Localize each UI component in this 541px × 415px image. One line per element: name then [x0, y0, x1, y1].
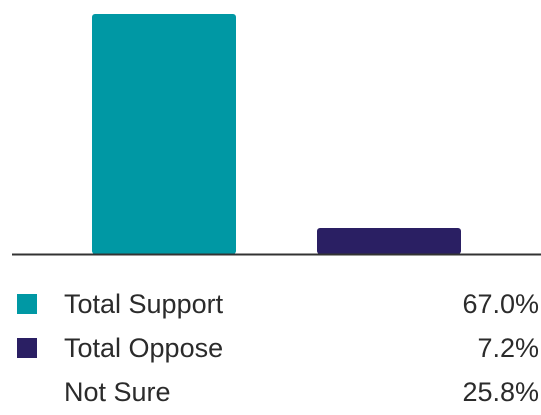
legend-label: Not Sure — [64, 377, 171, 407]
legend-value: 67.0% — [462, 289, 539, 319]
legend-value: 7.2% — [477, 333, 539, 363]
legend-item-total-support: Total Support 67.0% — [0, 283, 541, 327]
legend-swatch-total-support — [17, 294, 37, 314]
bar-total-support — [92, 14, 236, 254]
legend-label: Total Oppose — [64, 333, 224, 363]
legend-label: Total Support — [64, 289, 224, 319]
legend-item-total-oppose: Total Oppose 7.2% — [0, 327, 541, 371]
bar-chart — [12, 14, 541, 256]
legend-swatch-not-sure — [17, 382, 37, 402]
legend: Total Support 67.0% Total Oppose 7.2% No… — [0, 283, 541, 415]
legend-item-not-sure: Not Sure 25.8% — [0, 371, 541, 415]
chart-svg — [12, 14, 541, 256]
legend-value: 25.8% — [462, 377, 539, 407]
bar-total-oppose — [317, 228, 461, 254]
legend-swatch-total-oppose — [17, 338, 37, 358]
